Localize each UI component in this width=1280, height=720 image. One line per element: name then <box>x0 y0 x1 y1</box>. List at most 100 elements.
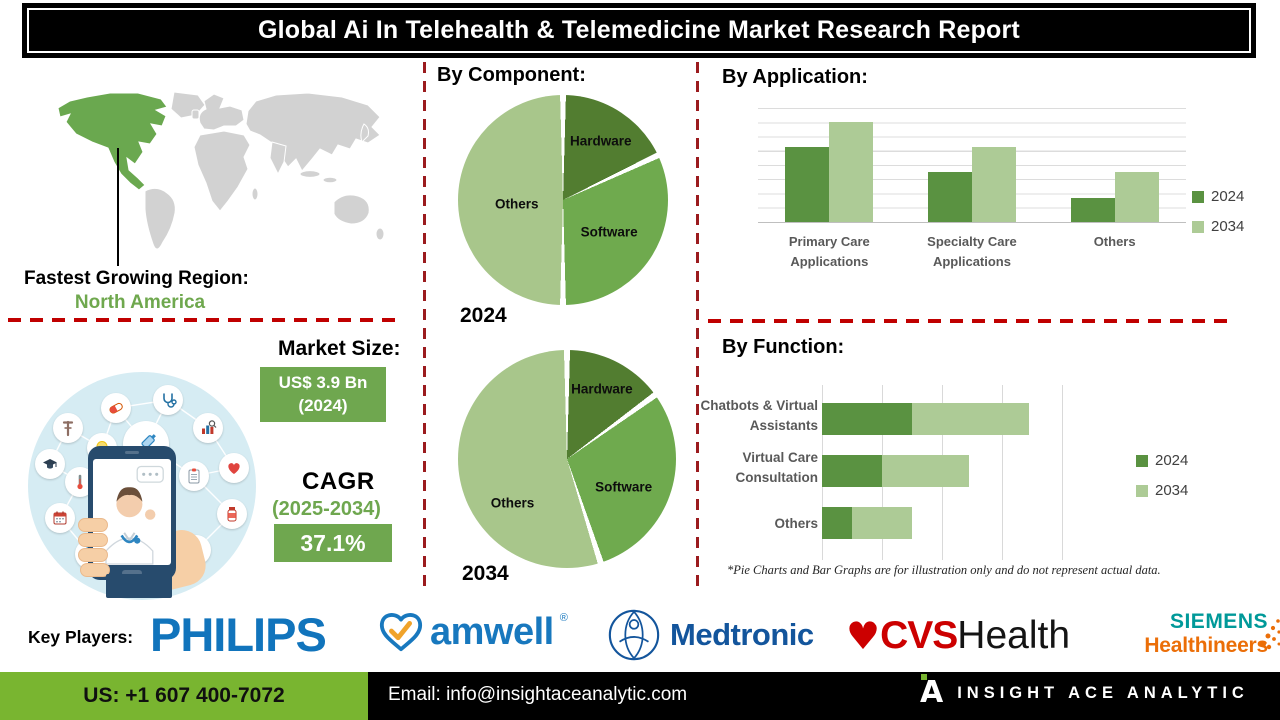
divider-dashed-vertical-1 <box>423 62 426 590</box>
application-categories: Primary Care Applications Specialty Care… <box>758 232 1186 272</box>
hbar-segment-2034 <box>852 507 912 539</box>
siemens-dots-icon <box>1260 619 1280 650</box>
pill-icon <box>101 393 131 423</box>
map-africa <box>193 130 251 212</box>
siemens-wordmark: SIEMENS <box>1169 610 1268 633</box>
heart-icon <box>219 453 249 483</box>
pie-chart-2024: Hardware Software Others <box>458 95 668 305</box>
cvs-health-wordmark: Health <box>957 614 1071 657</box>
phone-home-button <box>122 570 142 576</box>
cagr-period: (2025-2034) <box>272 498 381 520</box>
crutch-icon <box>53 413 83 443</box>
brand-a-icon: A <box>920 674 944 710</box>
pie1-year-label: 2024 <box>460 304 507 327</box>
hbar-segment-2024 <box>822 507 852 539</box>
bar-2024 <box>927 171 972 222</box>
function-bar-chart <box>822 385 1082 560</box>
function-label-chatbots: Chatbots & Virtual Assistants <box>700 398 818 433</box>
divider-dashed-right <box>708 319 1232 323</box>
chart-magnifier-icon <box>193 413 223 443</box>
category-others: Others <box>1093 234 1136 249</box>
category-specialty-care: Specialty Care Applications <box>927 234 1017 270</box>
phone-screen <box>93 459 171 565</box>
legend-label-2034: 2034 <box>1155 482 1189 499</box>
cagr-value-box: 37.1% <box>274 524 392 562</box>
insight-ace-brand: A INSIGHT ACE ANALYTIC <box>920 674 1249 710</box>
medtronic-emblem-icon <box>608 609 660 661</box>
hand-finger <box>78 518 108 532</box>
medicine-bottle-icon <box>217 499 247 529</box>
hand-finger <box>78 548 108 562</box>
market-size-year: (2024) <box>298 395 348 415</box>
map-south-america <box>144 187 176 250</box>
pie-label-software: Software <box>595 479 653 495</box>
market-size-value-box: US$ 3.9 Bn (2024) <box>260 367 386 422</box>
bar-2034 <box>971 146 1016 222</box>
hand-finger <box>78 533 108 547</box>
divider-dashed-left <box>8 318 400 322</box>
bar-group <box>901 108 1044 222</box>
amwell-registered-mark: ® <box>559 612 568 624</box>
clipboard-icon <box>179 461 209 491</box>
bar-2034 <box>1114 171 1159 222</box>
medtronic-logo: Medtronic <box>606 606 814 664</box>
amwell-logo: amwell ® <box>378 610 568 654</box>
pie-chart-2034: Hardware Software Others <box>458 350 676 568</box>
function-label-virtual-care: Virtual Care Consultation <box>735 450 819 485</box>
legend-item-2024: 2024 <box>1136 452 1188 469</box>
siemens-healthineers-logo: SIEMENS Healthineers <box>1118 610 1280 658</box>
application-heading: By Application: <box>722 66 868 88</box>
graduation-cap-icon <box>35 449 65 479</box>
stethoscope-icon <box>153 385 183 415</box>
divider-dashed-vertical-2 <box>696 62 699 590</box>
bar-2024 <box>1070 198 1115 222</box>
legend-item-2024: 2024 <box>1192 188 1244 205</box>
world-map <box>57 91 385 250</box>
footer-phone: US: +1 607 400-7072 <box>83 684 285 707</box>
market-size-value: US$ 3.9 Bn <box>278 373 368 393</box>
doctor-illustration <box>105 465 164 565</box>
function-bar-others <box>822 507 912 539</box>
legend-label-2024: 2024 <box>1155 452 1189 469</box>
bar-2034 <box>829 121 874 222</box>
market-size-label: Market Size: <box>278 337 401 360</box>
function-bar-virtual-care <box>822 455 969 487</box>
healthineers-wordmark: Healthineers <box>1144 634 1268 657</box>
map-japan <box>360 123 369 143</box>
sleeve-cuff <box>106 574 172 598</box>
application-legend: 2024 2034 <box>1192 188 1244 235</box>
title-bar: Global Ai In Telehealth & Telemedicine M… <box>22 3 1256 58</box>
pie-label-others: Others <box>490 495 535 511</box>
key-players-label: Key Players: <box>28 627 134 647</box>
hbar-segment-2034 <box>912 403 1029 435</box>
component-heading: By Component: <box>437 64 586 86</box>
philips-logo: PHILIPS <box>150 608 327 661</box>
telehealth-illustration <box>28 372 256 600</box>
legend-swatch-2034 <box>1136 484 1148 497</box>
cagr-value: 37.1% <box>300 529 366 556</box>
map-indonesia-2 <box>322 176 338 184</box>
cvs-heart-icon: ♥ <box>846 614 881 658</box>
title-border: Global Ai In Telehealth & Telemedicine M… <box>27 8 1251 53</box>
brand-name: INSIGHT ACE ANALYTIC <box>957 683 1249 702</box>
legend-swatch-2034 <box>1192 220 1204 233</box>
legend-swatch-2024 <box>1192 190 1204 203</box>
footer-phone-block: US: +1 607 400-7072 <box>0 672 368 720</box>
bar-group <box>758 108 901 222</box>
map-new-zealand <box>375 227 385 241</box>
footer-email: Email: info@insightaceanalytic.com <box>388 684 688 705</box>
amwell-heart-icon <box>379 613 423 652</box>
fastest-region-label: Fastest Growing Region: <box>24 268 249 289</box>
legend-label-2034: 2034 <box>1211 218 1245 235</box>
function-label-others: Others <box>774 516 818 531</box>
map-pointer-line <box>117 148 119 266</box>
disclaimer-note: *Pie Charts and Bar Graphs are for illus… <box>727 563 1161 577</box>
legend-item-2034: 2034 <box>1136 482 1188 499</box>
function-bar-chatbots <box>822 403 1029 435</box>
legend-label-2024: 2024 <box>1211 188 1245 205</box>
pie-label-hardware: Hardware <box>571 381 633 397</box>
fastest-region-value: North America <box>74 292 206 313</box>
page-title: Global Ai In Telehealth & Telemedicine M… <box>258 16 1020 44</box>
application-bar-chart <box>758 108 1186 223</box>
